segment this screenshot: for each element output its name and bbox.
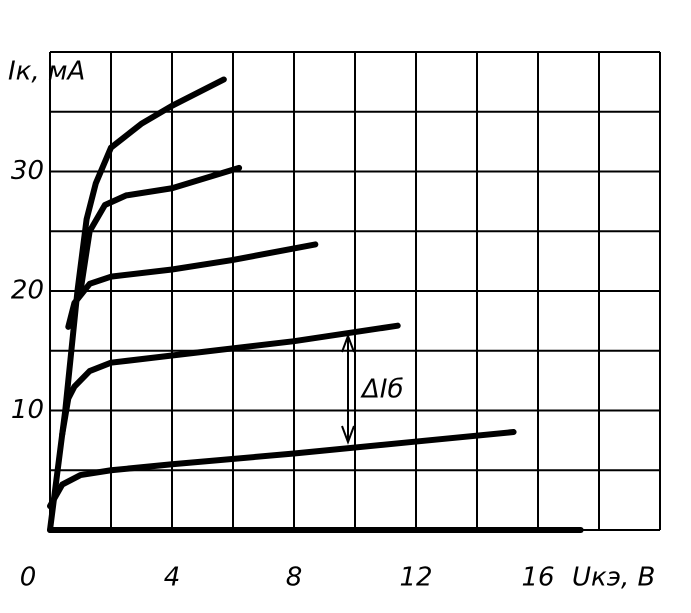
y-tick-label: 30	[11, 156, 44, 186]
delta-arrow	[341, 333, 355, 445]
x-tick-label: 8	[286, 563, 303, 593]
y-tick-label: 20	[11, 276, 44, 306]
annotation: ΔIб	[360, 375, 404, 405]
y-axis-label: Iк, мА	[8, 57, 85, 87]
x-tick-label: 0	[20, 563, 37, 593]
x-axis-label: Uкэ, В	[572, 563, 655, 593]
curve	[65, 241, 319, 330]
y-tick-label: 10	[11, 395, 44, 425]
curve	[47, 76, 227, 533]
x-tick-label: 4	[164, 563, 181, 593]
x-tick-label: 12	[399, 563, 432, 593]
x-tick-label: 16	[521, 563, 554, 593]
curve	[77, 164, 243, 294]
curve	[47, 429, 517, 510]
